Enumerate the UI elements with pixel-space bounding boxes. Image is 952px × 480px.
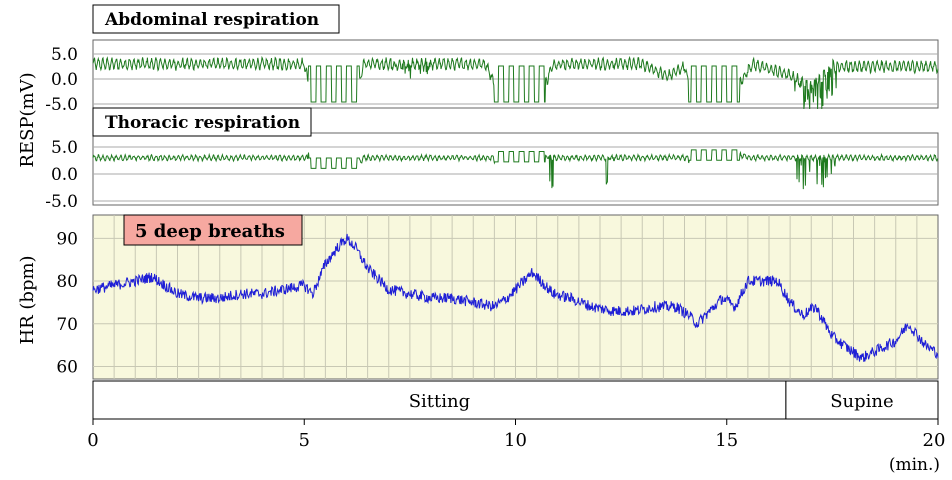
abdominal-panel [92, 39, 939, 109]
abdominal-trace [92, 55, 939, 110]
x-tick-label: 15 [715, 430, 738, 451]
thoracic-panel [92, 132, 939, 206]
hr-tick-label: 60 [56, 357, 78, 377]
resp-tick-label: 5.0 [51, 138, 78, 158]
resp-tick-label: 0.0 [51, 70, 78, 90]
posture-label: Supine [830, 391, 893, 412]
panel-title-box [92, 4, 340, 34]
panel-title: Abdominal respiration [104, 10, 319, 30]
hr-trace [92, 233, 939, 362]
hr-tick-label: 70 [56, 315, 78, 335]
x-tick-label: 20 [923, 430, 946, 451]
panel-title: Thoracic respiration [105, 113, 300, 133]
posture-label: Sitting [409, 391, 470, 412]
resp-tick-label: 0.0 [51, 165, 78, 185]
resp-axis-label: RESP(mV) [17, 72, 38, 167]
hr-axis-label: HR (bpm) [17, 255, 38, 344]
posture-segment [785, 380, 939, 420]
x-tick-label: 5 [299, 430, 310, 451]
resp-tick-label: 5.0 [51, 45, 78, 65]
resp-tick-label: -5.0 [45, 192, 78, 212]
x-axis-label: (min.) [889, 455, 940, 475]
deep-breath-label: 5 deep breaths [135, 221, 285, 242]
thoracic-trace [92, 149, 939, 190]
deep-breath-label-box [123, 214, 303, 246]
chart-traces [92, 55, 939, 362]
hr-tick-label: 80 [56, 272, 78, 292]
x-tick-label: 10 [504, 430, 527, 451]
resp-tick-label: -5.0 [45, 95, 78, 115]
panel-title-box [92, 107, 312, 137]
hr-tick-label: 90 [56, 229, 78, 249]
x-tick-label: 0 [87, 430, 98, 451]
chart-labels: Abdominal respiration Thoracic respiratio… [17, 4, 946, 475]
posture-segment [92, 380, 787, 420]
